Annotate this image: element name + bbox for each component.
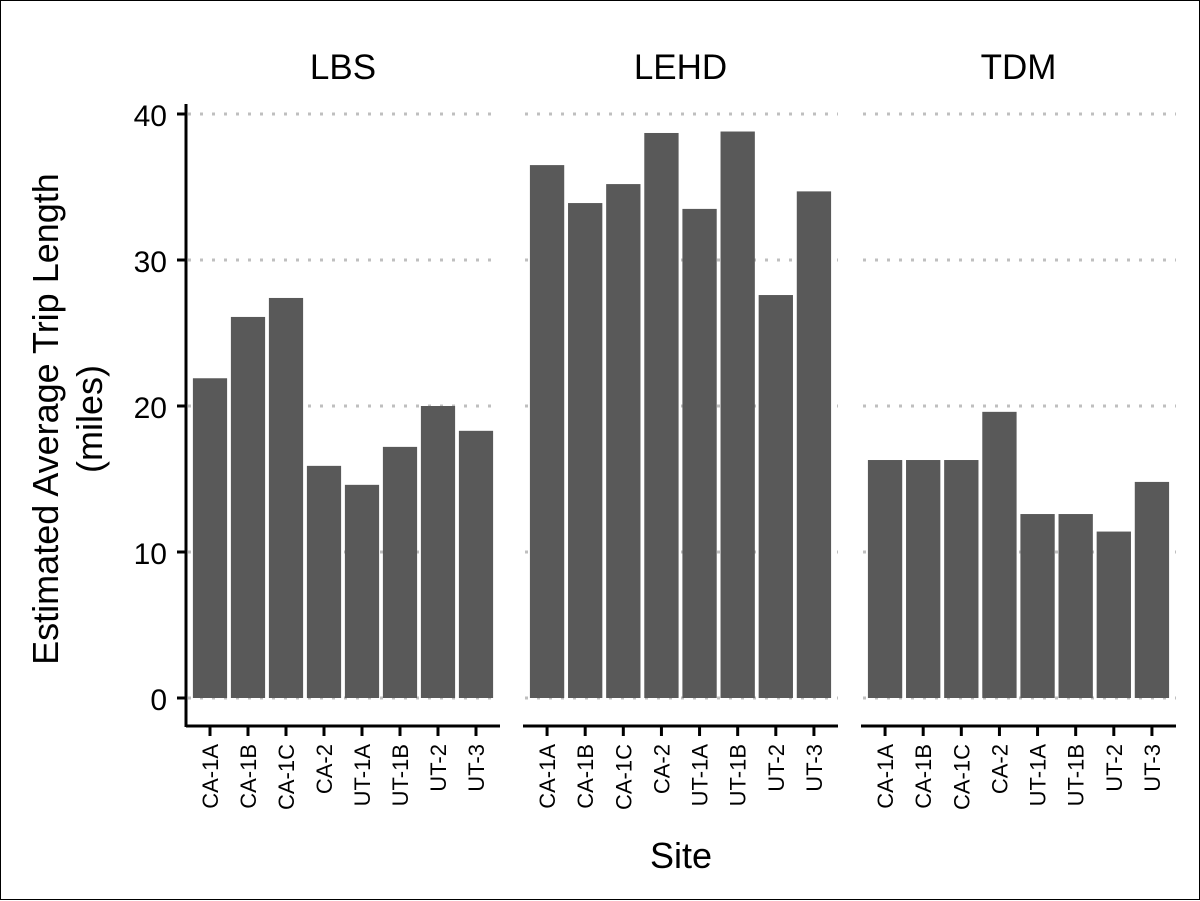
panel-title: TDM xyxy=(981,48,1057,87)
bar-ca-1c xyxy=(944,460,979,698)
x-tick-label: CA-1C xyxy=(274,744,299,810)
panel-title: LEHD xyxy=(634,48,727,87)
x-tick-label: UT-3 xyxy=(1140,744,1165,792)
bar-ca-1c xyxy=(268,297,304,698)
bar-ut-1a xyxy=(682,208,717,698)
y-tick-label: 30 xyxy=(134,246,167,279)
panel-lehd: LEHD CA-1A CA-1B CA-1C CA-2 UT-1A UT-1B UT-2 UT-… xyxy=(523,48,838,810)
x-tick-label: CA-2 xyxy=(987,744,1012,794)
x-tick-label: UT-3 xyxy=(464,744,489,792)
x-tick-label: UT-1A xyxy=(350,744,375,807)
y-tick-label: 40 xyxy=(134,100,167,133)
x-tick-label: CA-1B xyxy=(573,744,598,809)
bar-ut-2 xyxy=(758,295,793,698)
x-tick-label: UT-1B xyxy=(726,744,751,806)
bar-ca-2 xyxy=(982,411,1017,698)
bar-ut-1b xyxy=(1058,514,1093,698)
x-tick-label: UT-2 xyxy=(426,744,451,792)
bar-ut-1b xyxy=(382,446,418,698)
bar-ut-2 xyxy=(420,406,456,698)
x-tick-label: UT-3 xyxy=(802,744,827,792)
bar-ca-1a xyxy=(192,378,228,698)
x-tick-label: CA-1A xyxy=(873,744,898,809)
y-tick-label: 0 xyxy=(150,684,167,717)
bar-ca-1a xyxy=(529,165,565,699)
bar-ut-3 xyxy=(796,191,832,698)
x-tick-label: CA-1C xyxy=(949,744,974,810)
bar-ut-1a xyxy=(344,484,380,698)
y-axis-title-line-2: (miles) xyxy=(69,365,110,473)
bar-ca-1b xyxy=(230,316,266,698)
x-tick-label: CA-2 xyxy=(649,744,674,794)
x-tick-label: UT-2 xyxy=(1102,744,1127,792)
y-axis-title: Estimated Average Trip Length (miles) xyxy=(25,173,110,665)
x-tick-label: CA-1B xyxy=(236,744,261,809)
x-tick-label: CA-2 xyxy=(312,744,337,794)
x-axis-title: Site xyxy=(650,835,712,876)
bar-ut-1a xyxy=(1020,514,1055,698)
x-tick-label: CA-1C xyxy=(611,744,636,810)
bar-ut-1b xyxy=(720,131,755,698)
x-tick-label: CA-1A xyxy=(198,744,223,809)
bar-ca-1c xyxy=(606,184,641,698)
x-tick-label: UT-1B xyxy=(388,744,413,806)
bar-ut-3 xyxy=(458,430,494,698)
bar-ca-1a xyxy=(867,460,903,698)
bar-ut-3 xyxy=(1134,481,1170,698)
y-axis: 0 10 20 30 40 xyxy=(134,100,188,727)
x-tick-label: UT-1A xyxy=(1026,744,1051,807)
panel-lbs: LBS CA-1A CA-1B CA-1C CA-2 UT-1A UT-1B UT-2 UT-3 xyxy=(186,48,500,810)
bar-ca-1b xyxy=(568,203,603,698)
x-tick-label: UT-1A xyxy=(688,744,713,807)
bar-ca-2 xyxy=(644,132,679,699)
y-tick-label: 10 xyxy=(134,538,167,571)
panels: LBS CA-1A CA-1B CA-1C CA-2 UT-1A UT-1B UT-2 UT-3… xyxy=(186,48,1176,810)
bar-ut-2 xyxy=(1096,531,1131,698)
x-tick-label: CA-1A xyxy=(535,744,560,809)
bar-ca-1b xyxy=(906,460,941,698)
x-tick-label: UT-2 xyxy=(764,744,789,792)
y-tick-label: 20 xyxy=(134,392,167,425)
x-tick-label: UT-1B xyxy=(1064,744,1089,806)
x-tick-label: CA-1B xyxy=(911,744,936,809)
y-axis-title-line-1: Estimated Average Trip Length xyxy=(25,173,66,665)
panel-title: LBS xyxy=(310,48,376,87)
bar-ca-2 xyxy=(306,465,342,698)
panel-tdm: TDM CA-1A CA-1B CA-1C CA-2 UT-1A UT-1B UT-2 UT-3 xyxy=(861,48,1176,810)
